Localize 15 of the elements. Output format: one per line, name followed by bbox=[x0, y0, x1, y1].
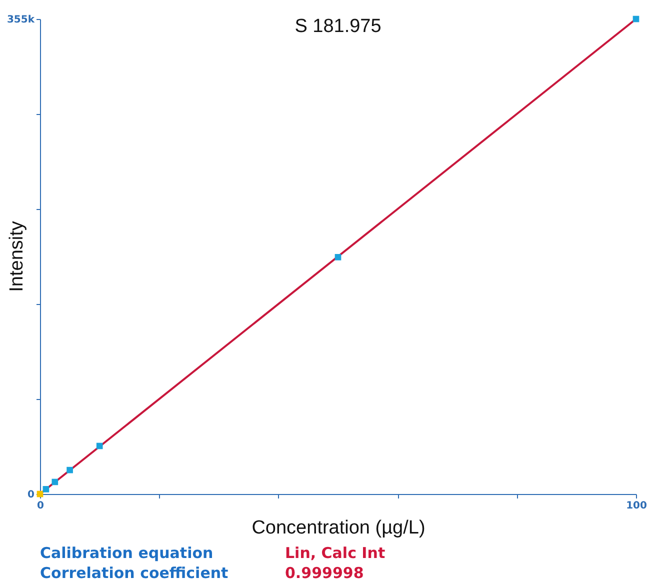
text: Calibration equation bbox=[40, 543, 214, 563]
point bbox=[334, 254, 342, 260]
y-axis-title: Intensity bbox=[6, 220, 28, 292]
point bbox=[52, 478, 58, 486]
point bbox=[42, 486, 50, 492]
x-axis-title: Concentration (µg/L) bbox=[252, 518, 426, 538]
text: Lin, Calc Int bbox=[285, 543, 386, 563]
x-tick-label: 100 bbox=[626, 500, 647, 512]
point bbox=[632, 16, 640, 22]
y-tick-label: 355k bbox=[6, 14, 35, 26]
text: 0.999998 bbox=[285, 563, 365, 583]
text: Correlation coefficient bbox=[40, 563, 230, 583]
point bbox=[96, 442, 103, 450]
chart-title: S 181.975 bbox=[294, 16, 382, 37]
point bbox=[66, 466, 73, 474]
